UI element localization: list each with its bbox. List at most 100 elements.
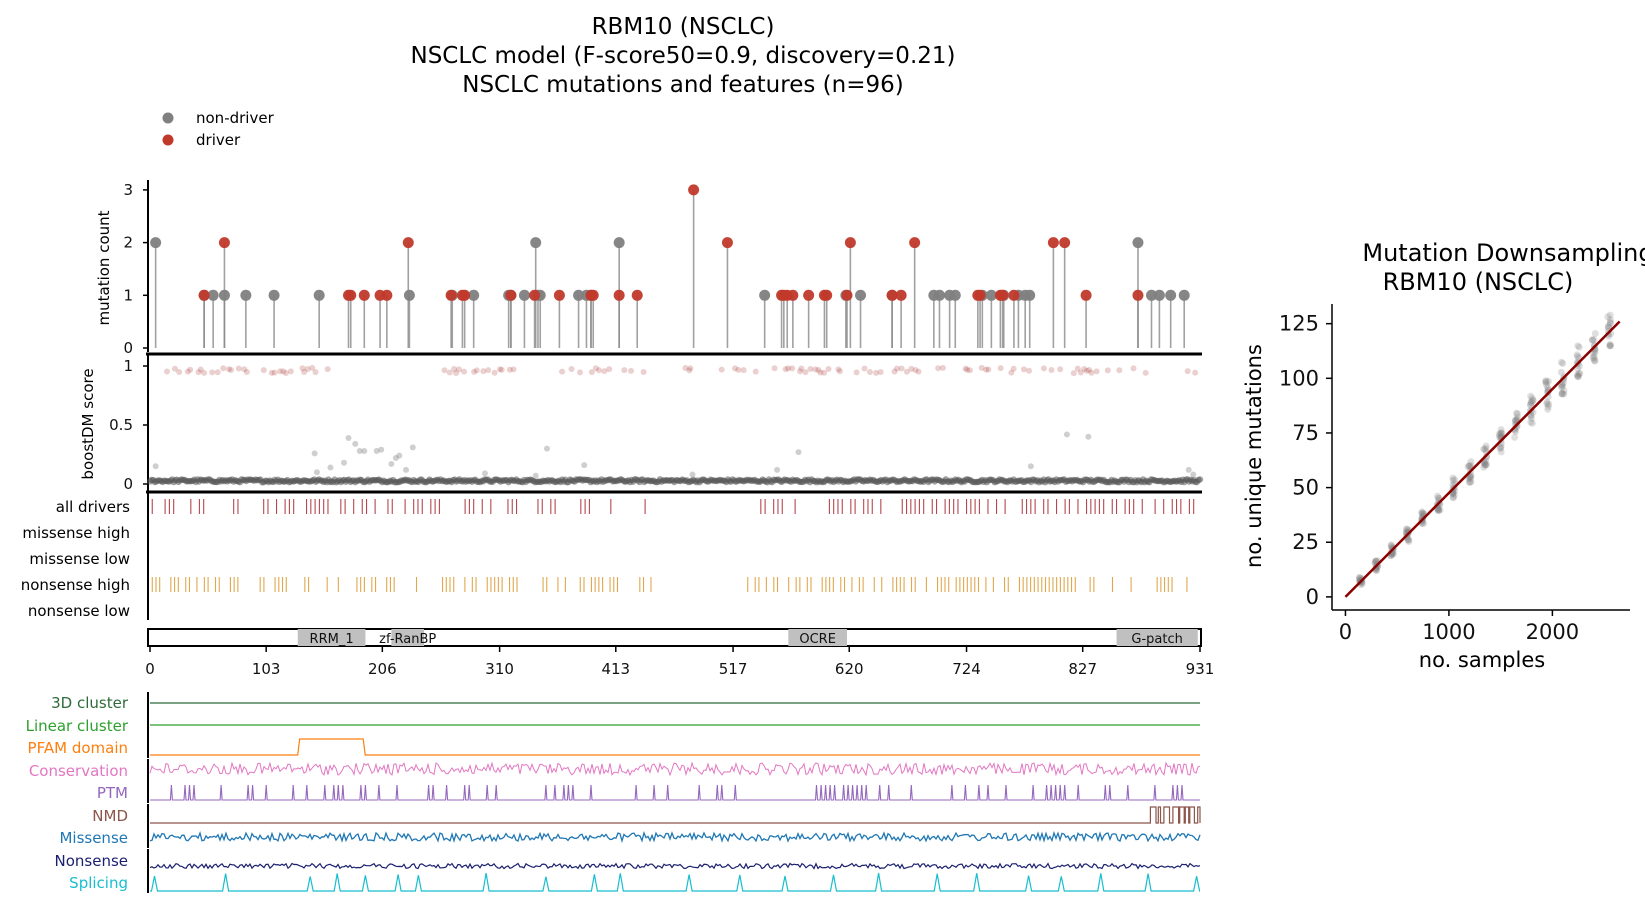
downsampling-point (1434, 492, 1442, 500)
downsampling-xtick-label: 1000 (1422, 620, 1475, 644)
nondriver-mutation-point (518, 289, 530, 301)
driver-score-point (195, 369, 202, 376)
driver-score-point (1026, 367, 1033, 374)
driver-score-point (903, 368, 910, 375)
downsampling-point (1588, 336, 1596, 344)
protein-xtick-label: 310 (485, 660, 514, 678)
driver-mutation-point (688, 184, 700, 196)
nondriver-mutation-point (313, 289, 325, 301)
row-label-missense-low: missense low (29, 550, 130, 568)
driver-score-point (312, 369, 319, 376)
mutation-count-ytick-label: 1 (123, 286, 133, 304)
downsampling-point (1591, 356, 1599, 364)
driver-mutation-point (402, 237, 414, 249)
driver-score-point (220, 365, 227, 372)
downsampling-point (1465, 462, 1473, 470)
downsampling-point (1434, 506, 1442, 514)
driver-score-point (966, 367, 973, 374)
driver-score-point (812, 366, 819, 373)
driver-score-point (588, 369, 595, 376)
downsampling-point (1419, 510, 1427, 518)
downsampling-point (1497, 426, 1505, 434)
nondriver-mutation-point (468, 289, 480, 301)
driver-score-point (271, 369, 278, 376)
driver-score-point (461, 368, 468, 375)
downsampling-point (1560, 390, 1568, 398)
driver-score-point (1077, 369, 1084, 376)
downsampling-point (1465, 478, 1473, 486)
track-splicing-line (150, 873, 1201, 892)
driver-mutation-point (886, 289, 898, 301)
downsampling-ytick-label: 25 (1292, 530, 1319, 554)
boostdm-points (146, 364, 1204, 486)
downsampling-point (1529, 396, 1537, 404)
score-outlier-point (581, 462, 588, 469)
protein-xtick-label: 0 (145, 660, 155, 678)
nondriver-mutation-point (1146, 289, 1158, 301)
downsampling-point (1527, 418, 1535, 426)
downsampling-point (1575, 343, 1583, 351)
driver-score-point (964, 366, 971, 373)
track-ptm-line (150, 784, 1200, 801)
downsampling-point (1512, 428, 1520, 436)
driver-score-point (628, 367, 635, 374)
track-pfam-domain-line (150, 738, 1200, 756)
score-outlier-point (311, 450, 318, 457)
driver-mutation-point (505, 289, 517, 301)
driver-mutation-point (787, 289, 799, 301)
downsampling-point (1497, 444, 1505, 452)
downsampling-point (1481, 461, 1489, 469)
nondriver-mutation-point (1024, 289, 1036, 301)
boostdm-ylabel: boostDM score (79, 368, 97, 479)
row-label-missense-high: missense high (22, 524, 130, 542)
driver-score-point (176, 368, 183, 375)
driver-score-point (1008, 369, 1015, 376)
score-outlier-point (409, 444, 416, 451)
driver-tracks-panel: all drivers missense high missense low n… (21, 492, 1195, 620)
protein-xtick-label: 620 (835, 660, 864, 678)
track-label-ptm: PTM (97, 784, 128, 802)
driver-score-point (785, 365, 792, 372)
driver-mutation-point (613, 289, 625, 301)
driver-score-point (821, 369, 828, 376)
downsampling-point (1418, 509, 1426, 517)
downsampling-point (1558, 381, 1566, 389)
driver-score-point (1040, 365, 1047, 372)
driver-score-point (939, 364, 946, 371)
downsampling-point (1590, 355, 1598, 363)
downsampling-point (1606, 340, 1614, 348)
score-outlier-point (795, 449, 802, 456)
driver-mutation-point (841, 289, 853, 301)
driver-score-point (997, 365, 1004, 372)
domain-g-patch (1116, 629, 1198, 646)
protein-x-ticks: 0 103 206 310 413 517 620 724 827 931 (145, 646, 1214, 678)
driver-score-point (309, 364, 316, 371)
downsampling-point (1560, 387, 1568, 395)
boostdm-ytick-label: 1 (123, 357, 133, 375)
nondriver-mutation-point (573, 289, 585, 301)
downsampling-title-line2: RBM10 (NSCLC) (1383, 268, 1574, 296)
track-label-pfam-domain: PFAM domain (28, 739, 128, 757)
downsampling-point (1574, 373, 1582, 381)
downsampling-point (1542, 377, 1550, 385)
downsampling-point (1591, 357, 1599, 365)
driver-score-point (201, 369, 208, 376)
downsampling-title-line1: Mutation Downsampling (1362, 239, 1645, 267)
driver-score-point (506, 366, 513, 373)
score-outlier-point (392, 455, 399, 462)
downsampling-point (1557, 358, 1565, 366)
protein-xtick-label: 206 (368, 660, 397, 678)
score-outlier-point (345, 434, 352, 441)
downsampling-point (1606, 319, 1614, 327)
domain-label: zf-RanBP (379, 632, 436, 647)
downsampling-point (1403, 526, 1411, 534)
downsampling-point (1497, 430, 1505, 438)
driver-score-point (1057, 366, 1064, 373)
downsampling-ytick-label: 100 (1279, 366, 1319, 390)
downsampling-point (1498, 429, 1506, 437)
mutation-count-ylabel: mutation count (95, 210, 113, 325)
score-outlier-point (378, 446, 385, 453)
driver-score-point (456, 366, 463, 373)
driver-score-point (912, 367, 919, 374)
driver-score-point (825, 365, 832, 372)
